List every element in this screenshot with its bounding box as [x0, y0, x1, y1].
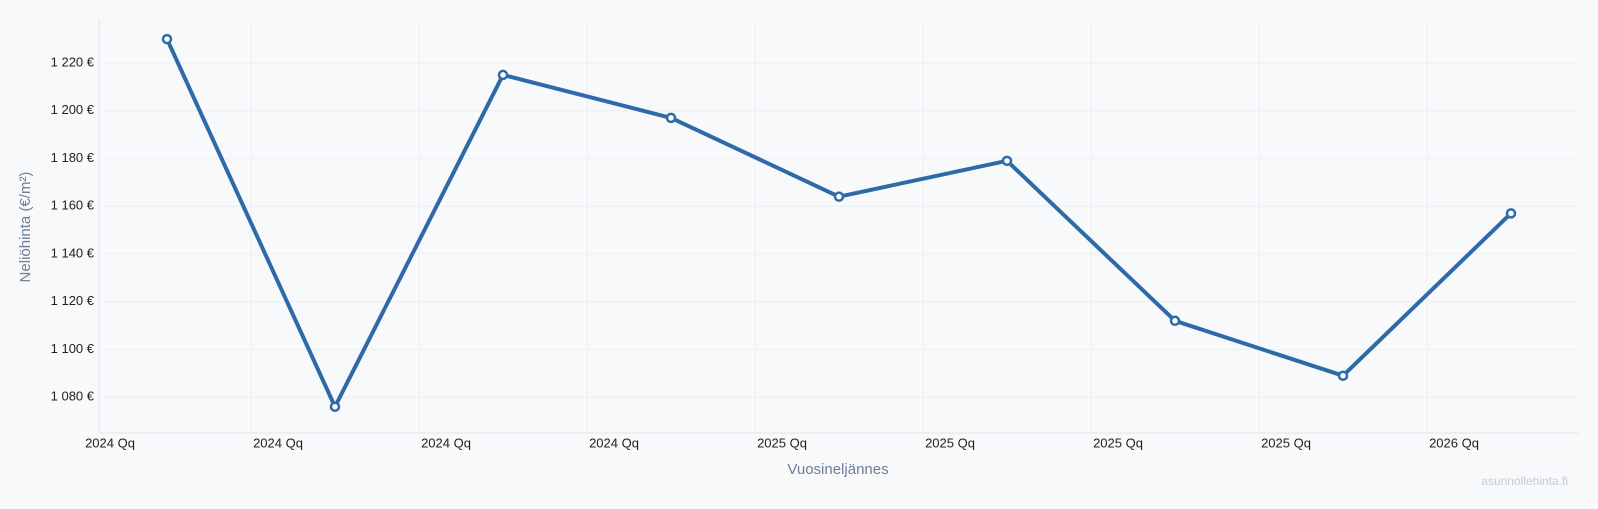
x-tick-label: 2025 Qq — [1093, 435, 1143, 450]
point — [665, 112, 677, 124]
x-tick-label: 2025 Qq — [1261, 435, 1311, 450]
y-tick-label: 1 140 € — [51, 245, 95, 260]
point — [1337, 370, 1349, 381]
x-tick-label: 2025 Qq — [925, 435, 975, 450]
y-tick-label: 1 200 € — [51, 102, 95, 117]
y-axis-title: Neliöhinta (€/m²) — [17, 172, 34, 283]
watermark: asunnollehinta.fi — [1481, 474, 1568, 488]
x-tick-label: 2024 Qq — [85, 435, 135, 450]
x-tick-label: 2024 Qq — [589, 435, 639, 450]
point — [833, 191, 845, 202]
y-tick-label: 1 160 € — [51, 198, 95, 213]
point — [1505, 208, 1517, 219]
x-tick-label: 2024 Qq — [253, 435, 303, 450]
x-tick-label: 2026 Qq — [1429, 435, 1479, 450]
y-tick-label: 1 180 € — [51, 150, 95, 165]
y-tick-label: 1 120 € — [51, 293, 95, 308]
point — [329, 401, 341, 412]
point — [497, 69, 509, 81]
x-tick-label: 2024 Qq — [421, 435, 471, 450]
y-tick-label: 1 220 € — [51, 54, 95, 69]
point — [161, 33, 173, 45]
x-tick-label: 2025 Qq — [757, 435, 807, 450]
y-tick-label: 1 100 € — [51, 341, 95, 356]
y-tick-label: 1 080 € — [51, 389, 95, 404]
x-axis-title: Vuosineljännes — [787, 461, 888, 478]
point — [1001, 155, 1013, 167]
line — [165, 38, 1513, 409]
point — [1169, 315, 1181, 327]
